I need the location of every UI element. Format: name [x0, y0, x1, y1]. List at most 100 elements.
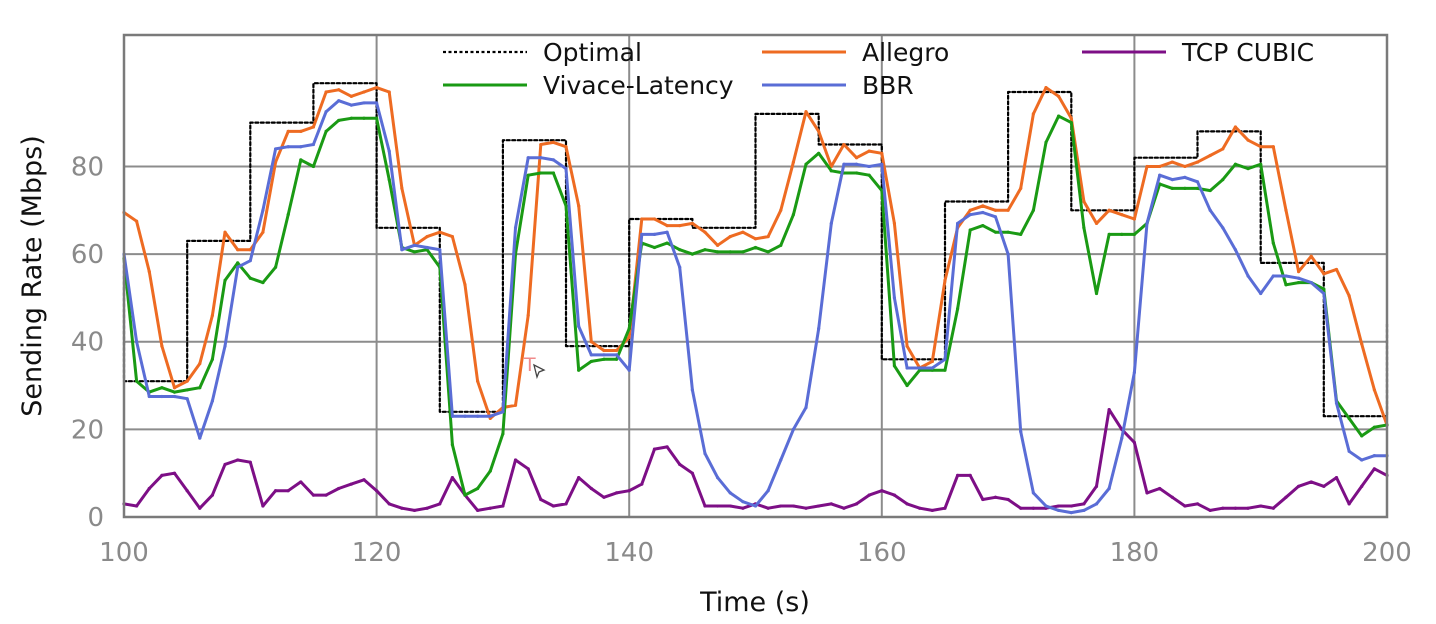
- data-point: [867, 493, 871, 497]
- data-point: [943, 368, 947, 372]
- data-point: [210, 313, 215, 318]
- data-point: [741, 230, 745, 234]
- data-point: [905, 366, 909, 370]
- data-point: [627, 326, 631, 331]
- data-point: [1158, 164, 1162, 169]
- data-point: [539, 156, 543, 160]
- data-point: [842, 506, 846, 510]
- data-point: [791, 504, 795, 508]
- data-point: [1057, 94, 1061, 98]
- data-point: [185, 489, 189, 493]
- data-point: [968, 208, 972, 212]
- data-point: [577, 475, 581, 480]
- data-point: [791, 427, 795, 431]
- data-point: [1322, 291, 1326, 296]
- data-point: [501, 410, 505, 414]
- x-tick-label: 100: [99, 538, 149, 568]
- data-point: [880, 151, 884, 155]
- legend-label: Vivace-Latency: [543, 71, 734, 100]
- data-point: [728, 250, 732, 254]
- data-point: [968, 213, 972, 217]
- data-point: [867, 164, 871, 169]
- data-point: [299, 480, 303, 484]
- pointer-cursor-icon: [533, 363, 546, 380]
- data-point: [425, 234, 429, 239]
- data-point: [261, 208, 265, 212]
- data-point: [918, 506, 922, 510]
- data-point: [577, 204, 581, 208]
- data-point: [337, 88, 341, 92]
- data-point: [476, 379, 480, 383]
- data-point: [779, 458, 783, 462]
- data-point: [829, 221, 833, 226]
- data-point: [779, 208, 783, 212]
- data-point: [1322, 484, 1326, 488]
- x-tick-label: 160: [857, 538, 907, 568]
- data-point: [1094, 502, 1099, 506]
- data-point: [981, 204, 985, 208]
- data-point: [210, 493, 215, 497]
- data-point: [1360, 434, 1364, 438]
- data-point: [930, 359, 934, 364]
- data-point: [1057, 114, 1061, 118]
- legend-label: Allegro: [862, 38, 949, 67]
- data-point: [1322, 287, 1326, 291]
- data-point: [375, 116, 379, 120]
- data-point: [1284, 283, 1288, 287]
- data-point: [513, 403, 518, 407]
- data-point: [349, 482, 353, 486]
- data-point: [930, 508, 934, 513]
- data-point: [993, 230, 998, 234]
- data-point: [526, 467, 530, 471]
- data-point: [135, 219, 139, 223]
- data-point: [135, 379, 139, 383]
- data-point: [273, 489, 278, 493]
- data-point: [450, 234, 454, 239]
- data-point: [627, 368, 631, 372]
- data-point: [627, 489, 631, 493]
- data-point: [804, 506, 808, 510]
- data-point: [337, 118, 341, 123]
- text-cursor-glyph: T: [523, 354, 536, 376]
- data-point: [311, 142, 316, 147]
- data-point: [741, 506, 745, 510]
- data-point: [1296, 270, 1301, 274]
- data-point: [463, 414, 467, 418]
- data-point: [678, 462, 682, 467]
- data-point: [1334, 401, 1339, 405]
- data-point: [779, 504, 783, 508]
- data-point: [627, 335, 631, 339]
- data-point: [223, 278, 227, 282]
- data-point: [362, 478, 366, 482]
- data-point: [981, 497, 985, 502]
- data-point: [337, 99, 341, 103]
- data-point: [261, 230, 265, 234]
- data-point: [1044, 85, 1048, 90]
- data-point: [1296, 276, 1301, 280]
- data-point: [716, 250, 720, 254]
- data-point: [1233, 125, 1238, 129]
- data-point: [652, 245, 657, 250]
- data-point: [1296, 484, 1301, 488]
- data-point: [501, 504, 505, 508]
- data-point: [236, 248, 240, 252]
- data-point: [324, 90, 328, 94]
- data-point: [905, 344, 909, 348]
- data-point: [1347, 449, 1351, 453]
- data-point: [273, 265, 278, 269]
- data-point: [1107, 208, 1111, 212]
- data-point: [678, 248, 682, 252]
- data-point: [880, 162, 884, 166]
- data-point: [210, 357, 215, 361]
- data-point: [577, 324, 581, 328]
- data-point: [955, 307, 960, 311]
- data-point: [564, 145, 568, 149]
- data-point: [804, 405, 808, 410]
- series-vivace-latency: [122, 114, 1389, 497]
- data-point: [387, 502, 391, 506]
- data-point: [273, 147, 278, 151]
- data-point: [1069, 511, 1073, 515]
- data-point: [892, 364, 897, 368]
- data-point: [602, 357, 606, 361]
- data-point: [880, 489, 884, 493]
